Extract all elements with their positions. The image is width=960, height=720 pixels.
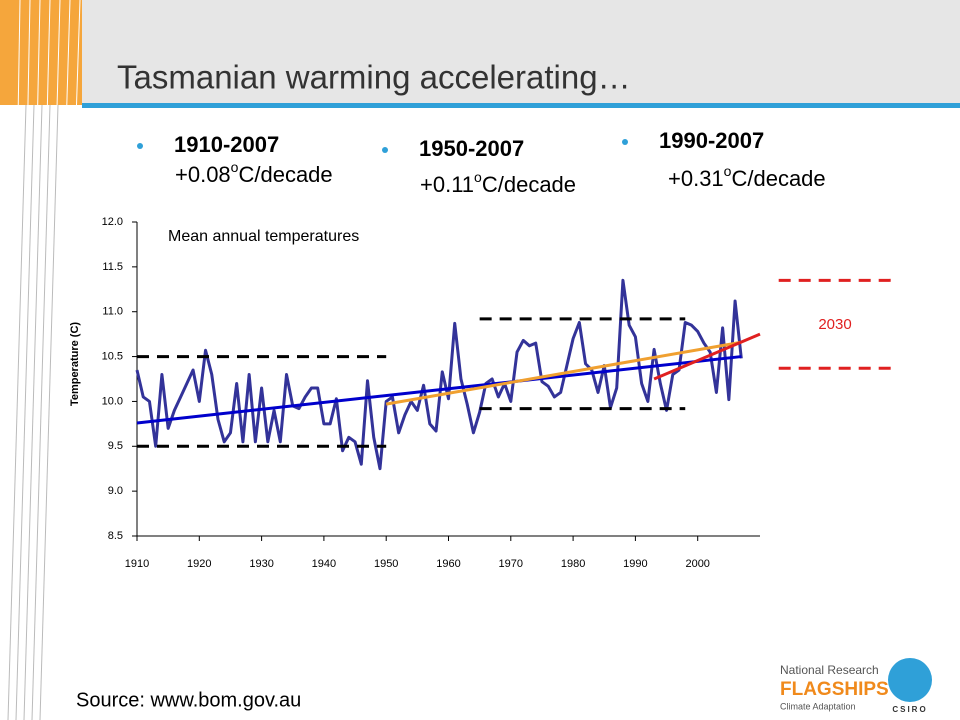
x-tick-label: 2000 [685,558,709,570]
logo-line2: FLAGSHIPS [780,679,889,700]
y-tick-label: 12.0 [102,216,123,228]
trend-line [385,340,742,406]
bullet-period: 1990-2007 [659,128,764,153]
bullet-rate-line: +0.11oC/decade [420,169,576,197]
bullet-dot [382,147,388,153]
trend-line [653,332,761,381]
y-tick-label: 8.5 [108,530,123,542]
slide-title: Tasmanian warming accelerating… [117,59,631,96]
bullet-dot [137,143,143,149]
title-rule [82,103,960,108]
bullet-unit: C/decade [482,172,576,197]
logo-mark [888,658,932,702]
chart: 8.5 9.0 9.5 10.0 10.5 11.0 11.5 12.0 1910 1920 193… [69,216,898,570]
strip-lines-lower [7,104,59,720]
logo: National Research FLAGSHIPS Climate Adap… [780,658,932,714]
bullet-rate-line: +0.08oC/decade [175,159,333,187]
y-tick-label: 10.0 [102,395,123,407]
logo-org: CSIRO [892,705,927,714]
y-tick-label: 9.0 [108,485,123,497]
bullet-rate: +0.31 [668,166,724,191]
logo-line1: National Research [780,663,879,677]
projection-label: 2030 [818,316,851,333]
x-tick-label: 1910 [125,558,149,570]
bullet-unit: C/decade [731,166,825,191]
bullet-rate-line: +0.31oC/decade [668,163,826,191]
y-tick-label: 10.5 [102,350,123,362]
bullet-degree: o [231,159,239,175]
y-axis-label: Temperature (C) [69,322,81,406]
x-tick-label: 1940 [312,558,336,570]
y-tick-label: 9.5 [108,440,123,452]
x-tick-label: 1960 [436,558,460,570]
y-tick-label: 11.0 [102,306,123,318]
bullet-unit: C/decade [238,162,332,187]
x-tick-label: 1950 [374,558,398,570]
y-tick-label: 11.5 [102,261,123,273]
bullets: 1910-2007+0.08oC/decade1950-2007+0.11oC/… [137,128,826,197]
x-tick-label: 1970 [499,558,523,570]
annotation: Mean annual temperatures [168,228,359,245]
source: Source: www.bom.gov.au [76,689,301,711]
logo-line3: Climate Adaptation [780,701,856,711]
header-band [0,0,960,105]
x-tick-label: 1930 [249,558,273,570]
bullet-dot [622,139,628,145]
x-tick-label: 1990 [623,558,647,570]
trend-line [136,355,742,425]
bullet-period: 1910-2007 [174,132,279,157]
bullet-rate: +0.11 [420,172,474,197]
bullet-period: 1950-2007 [419,136,524,161]
bullet-rate: +0.08 [175,162,231,187]
x-tick-label: 1920 [187,558,211,570]
bullet-degree: o [724,163,732,179]
x-tick-label: 1980 [561,558,585,570]
temperature-line [135,278,743,471]
bullet-degree: o [474,169,482,185]
